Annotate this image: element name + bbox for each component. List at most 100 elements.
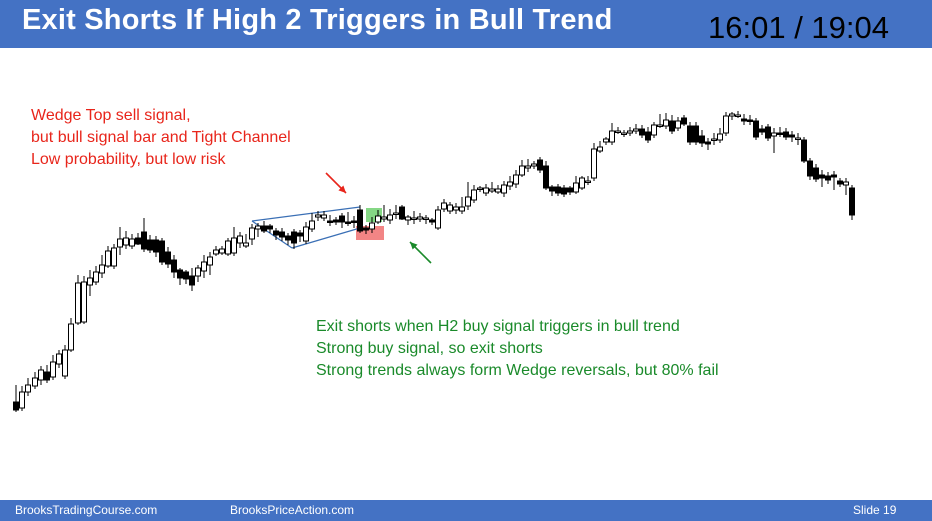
candle-body xyxy=(291,231,297,244)
candle-body xyxy=(807,160,813,177)
candle-body xyxy=(501,184,507,194)
footer-site-left[interactable]: BrooksTradingCourse.com xyxy=(15,503,158,517)
candle-body xyxy=(663,119,669,127)
candle-body xyxy=(801,139,807,162)
exit-shorts-note-line-3: Strong trends always form Wedge reversal… xyxy=(316,362,719,379)
candle-body xyxy=(273,230,279,236)
candle-body xyxy=(459,206,465,212)
candle-body xyxy=(183,271,189,280)
candle-body xyxy=(507,181,513,187)
footer-bar: BrooksTradingCourse.com BrooksPriceActio… xyxy=(0,500,932,521)
title-bar: Exit Shorts If High 2 Triggers in Bull T… xyxy=(0,0,932,48)
candle-body xyxy=(531,163,537,167)
candle-body xyxy=(309,220,315,230)
candle-body xyxy=(285,235,291,241)
chart-arrows xyxy=(325,172,432,264)
slide-title: Exit Shorts If High 2 Triggers in Bull T… xyxy=(22,4,613,36)
candle-body xyxy=(177,269,183,279)
candle-body xyxy=(591,148,597,179)
candle-body xyxy=(147,239,153,251)
red-arrow-to-wedge-top xyxy=(325,172,347,194)
candle-body xyxy=(795,137,801,140)
candle-body xyxy=(315,214,321,218)
candle-body xyxy=(237,235,243,244)
candle-body xyxy=(411,217,417,220)
candle-body xyxy=(819,174,825,179)
candle-body xyxy=(717,133,723,141)
candle-body xyxy=(44,371,50,381)
candle-body xyxy=(813,167,819,180)
candle-body xyxy=(153,239,159,253)
candle-body xyxy=(711,138,717,141)
candlestick-series xyxy=(13,111,855,412)
candle-body xyxy=(141,231,147,250)
candle-body xyxy=(537,159,543,171)
candle-body xyxy=(669,120,675,132)
candle-body xyxy=(699,135,705,144)
candle-body xyxy=(435,209,441,229)
candle-body xyxy=(651,124,657,136)
wedge-top-note-line-1: Wedge Top sell signal, xyxy=(31,107,191,124)
candle-body xyxy=(345,221,351,224)
candle-body xyxy=(123,237,129,246)
candle-body xyxy=(195,267,201,277)
candle-body xyxy=(543,165,549,189)
candle-body xyxy=(561,187,567,195)
candle-body xyxy=(585,180,591,183)
candle-body xyxy=(693,125,699,143)
candle-body xyxy=(615,130,621,133)
candle-body xyxy=(56,353,62,365)
candle-body xyxy=(603,138,609,143)
candle-body xyxy=(171,259,177,273)
candle-body xyxy=(87,277,93,286)
candle-body xyxy=(369,222,375,230)
candle-body xyxy=(573,182,579,193)
candle-body xyxy=(225,240,231,255)
candle-body xyxy=(513,174,519,185)
candle-body xyxy=(375,215,381,223)
candle-body xyxy=(321,214,327,219)
candle-body xyxy=(579,177,585,189)
candle-body xyxy=(471,189,477,201)
candle-body xyxy=(747,119,753,122)
candle-body xyxy=(303,226,309,242)
wedge-top-note-line-2: but bull signal bar and Tight Channel xyxy=(31,129,291,146)
candle-body xyxy=(759,128,765,133)
wedge-top-note: Wedge Top sell signal, but bull signal b… xyxy=(31,105,291,171)
candle-body xyxy=(777,132,783,135)
candle-body xyxy=(135,237,141,245)
candle-body xyxy=(417,216,423,220)
candle-body xyxy=(62,349,68,377)
candle-body xyxy=(831,174,837,178)
wedge-upper-line xyxy=(251,206,361,222)
candle-body xyxy=(219,248,225,254)
candle-body xyxy=(25,384,31,393)
candle-body xyxy=(705,141,711,145)
candle-body xyxy=(687,125,693,143)
candle-body xyxy=(50,361,56,378)
candle-body xyxy=(231,237,237,254)
candle-body xyxy=(495,188,501,193)
footer-site-center[interactable]: BrooksPriceAction.com xyxy=(230,503,355,517)
candle-body xyxy=(489,188,495,192)
candle-body xyxy=(735,114,741,117)
candle-body xyxy=(129,238,135,247)
candle-body xyxy=(843,181,849,186)
candle-body xyxy=(723,115,729,134)
candle-body xyxy=(207,256,213,266)
candle-body xyxy=(201,261,207,272)
candle-body xyxy=(429,219,435,223)
candle-body xyxy=(639,128,645,136)
candle-body xyxy=(93,271,99,283)
candle-body xyxy=(363,227,369,231)
candle-body xyxy=(189,275,195,286)
candle-body xyxy=(597,146,603,152)
candle-body xyxy=(387,214,393,221)
candle-body xyxy=(789,134,795,138)
candle-body xyxy=(159,240,165,263)
candle-body xyxy=(483,187,489,194)
candle-body xyxy=(351,220,357,223)
candle-body xyxy=(399,206,405,220)
candle-body xyxy=(525,165,531,169)
